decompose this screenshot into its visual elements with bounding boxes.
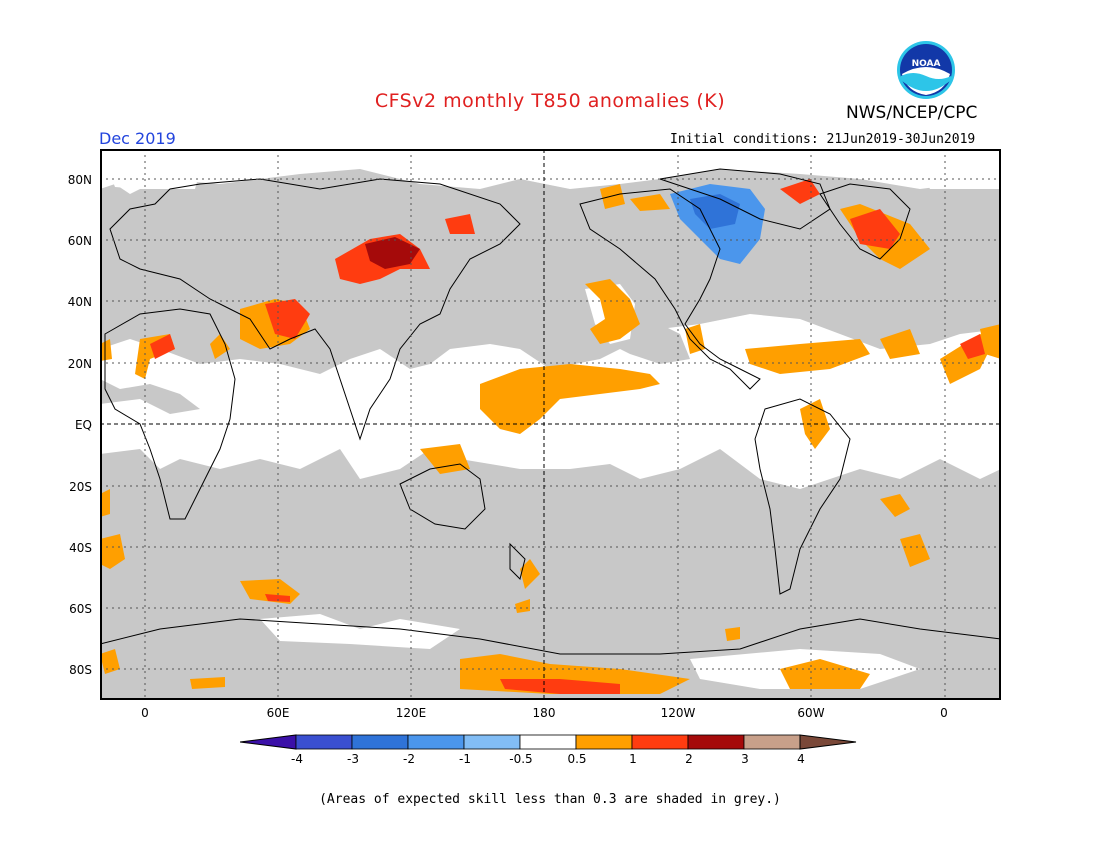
lat-label: 80N <box>67 173 92 187</box>
lat-label: EQ <box>74 418 92 432</box>
lat-label: 20N <box>67 357 92 371</box>
white-patch <box>260 614 460 649</box>
initial-conditions: Initial conditions: 21Jun2019-30Jun2019 <box>670 132 976 147</box>
colorbar-segment <box>351 734 409 750</box>
colorbar-label: 1 <box>629 752 637 766</box>
colorbar-segment <box>631 734 689 750</box>
colorbar-label: 4 <box>797 752 805 766</box>
lon-label: 60W <box>797 706 825 720</box>
equator-dateline <box>100 149 1001 700</box>
anomaly-2-3 <box>365 237 420 269</box>
lon-label: 120W <box>660 706 696 720</box>
colorbar-segment <box>743 734 801 750</box>
colorbar-segment <box>687 734 745 750</box>
lat-label: 20S <box>69 480 92 494</box>
lat-label: 60N <box>67 234 92 248</box>
colorbar-arrow-low <box>240 734 297 750</box>
graticule <box>100 149 1001 700</box>
agency-label: NWS/NCEP/CPC <box>846 103 978 123</box>
colorbar-label: 2 <box>685 752 693 766</box>
colorbar-segment <box>295 734 353 750</box>
colorbar-label: -1 <box>459 752 471 766</box>
colorbar-segment <box>575 734 633 750</box>
map-frame <box>100 149 1001 700</box>
colorbar-label: 3 <box>741 752 749 766</box>
colorbar-segment <box>463 734 521 750</box>
coastlines <box>100 168 1001 655</box>
colorbar-segment <box>407 734 465 750</box>
lat-label: 60S <box>69 602 92 616</box>
lon-label: 0 <box>940 706 948 720</box>
valid-month: Dec 2019 <box>99 129 176 148</box>
colorbar-label: -4 <box>291 752 303 766</box>
lat-label: 40N <box>67 295 92 309</box>
anomaly-map <box>100 149 1001 700</box>
noaa-logo: NOAA <box>897 41 955 99</box>
lat-label: 80S <box>69 663 92 677</box>
colorbar-arrow-high <box>799 734 857 750</box>
footnote: (Areas of expected skill less than 0.3 a… <box>319 792 781 807</box>
colorbar-segment <box>519 734 577 750</box>
colorbar-label: -0.5 <box>509 752 533 766</box>
noaa-logo-text: NOAA <box>912 59 941 69</box>
lon-label: 180 <box>532 706 556 720</box>
colorbar-label: -2 <box>403 752 415 766</box>
white-patch <box>920 164 1001 189</box>
map-title: CFSv2 monthly T850 anomalies (K) <box>374 90 726 112</box>
lon-label: 120E <box>395 706 427 720</box>
colorbar-label: -3 <box>347 752 359 766</box>
colorbar <box>240 734 857 750</box>
lon-label: 60E <box>266 706 290 720</box>
colorbar-label: 0.5 <box>567 752 587 766</box>
lon-label: 0 <box>141 706 149 720</box>
lat-label: 40S <box>69 541 92 555</box>
